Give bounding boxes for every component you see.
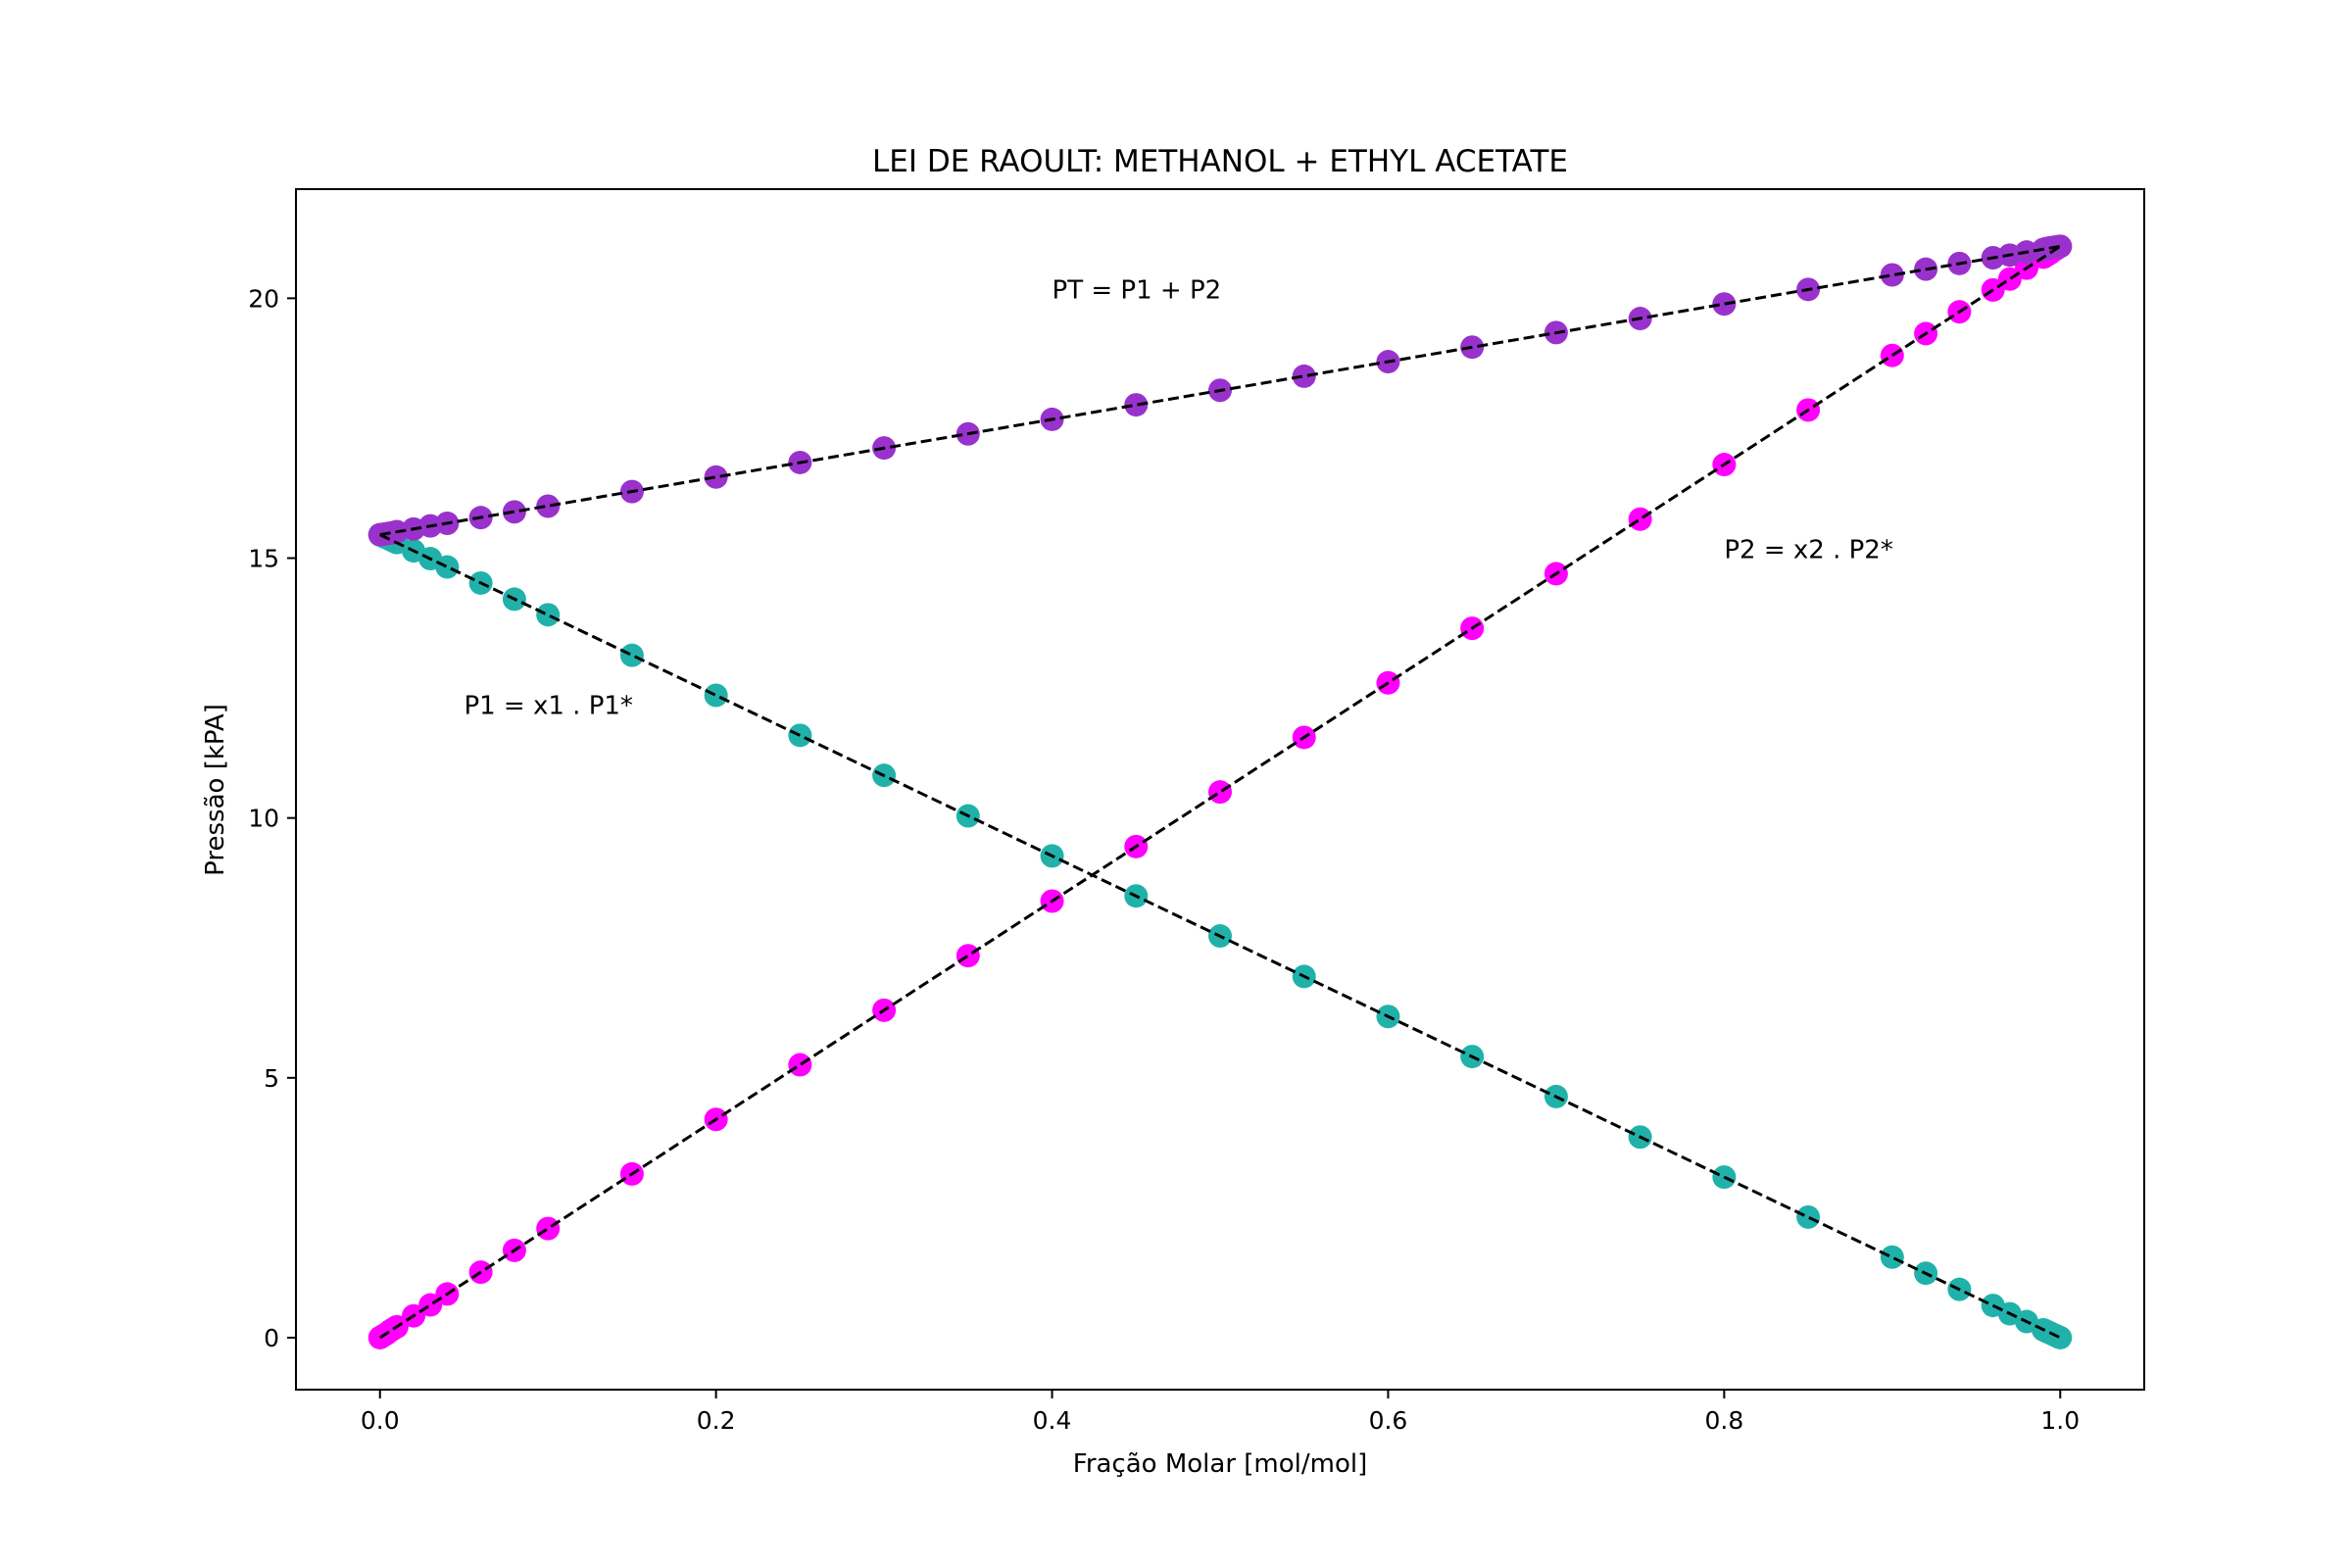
plot-area: PT = P1 + P2 P2 = x2 . P2* P1 = x1 . P1*: [295, 188, 2145, 1391]
x-tick-label: 0.8: [1704, 1406, 1743, 1435]
series-1-point: [1628, 507, 1652, 531]
series-2-point: [2048, 234, 2073, 259]
fit-lines: [378, 244, 2062, 1340]
series-0-point: [788, 723, 812, 748]
y-axis: 0 5 10 15 20: [248, 284, 296, 1352]
x-axis: 0.0 0.2 0.4 0.6 0.8 1.0: [361, 1390, 2080, 1435]
x-tick-label: 0.2: [697, 1406, 736, 1435]
series-1-point: [788, 1053, 812, 1077]
y-tick-label: 15: [248, 545, 279, 573]
series-1-fit-line: [378, 245, 2062, 1340]
series-0-point: [704, 683, 728, 708]
series-2-point: [704, 465, 728, 489]
series-2-point: [1292, 364, 1316, 388]
series-1-point: [418, 1293, 443, 1317]
chart-title: LEI DE RAOULT: METHANOL + ETHYL ACETATE: [872, 144, 1568, 179]
series-0-point: [435, 555, 460, 579]
series-0-point: [619, 643, 644, 667]
annotation-0: PT = P1 + P2: [1053, 275, 1222, 305]
x-tick-label: 1.0: [2040, 1406, 2080, 1435]
y-tick-label: 0: [264, 1324, 279, 1352]
axes-frame: [295, 188, 2145, 1391]
annotation-1: P2 = x2 . P2*: [1724, 536, 1892, 565]
x-tick-label: 0.4: [1033, 1406, 1072, 1435]
series-1-point: [1208, 780, 1232, 805]
series-1-point: [956, 944, 980, 968]
series-2-point: [1124, 393, 1149, 417]
y-tick-label: 5: [264, 1064, 279, 1093]
x-axis-label: Fração Molar [mol/mol]: [1073, 1449, 1368, 1479]
x-tick-label: 0.6: [1369, 1406, 1408, 1435]
series-1-point: [536, 1216, 561, 1241]
series-0-point: [536, 603, 561, 627]
y-tick-label: 10: [248, 805, 279, 833]
y-tick-label: 20: [248, 284, 279, 313]
series-0-point: [1880, 1245, 1904, 1269]
series-0-point: [2048, 1325, 2073, 1349]
series-0-fit-line: [379, 533, 2061, 1340]
series-0-point: [1796, 1204, 1821, 1229]
annotations: PT = P1 + P2 P2 = x2 . P2* P1 = x1 . P1*: [464, 275, 1892, 720]
series-2-point: [1880, 263, 1904, 287]
series-1-point: [1997, 267, 2022, 291]
series-2-point: [502, 500, 526, 524]
series-2-point: [1712, 292, 1737, 317]
series-2-fit-line: [379, 244, 2061, 537]
annotation-2: P1 = x1 . P1*: [464, 692, 632, 721]
x-tick-label: 0.0: [361, 1406, 400, 1435]
series-2-point: [536, 494, 561, 518]
y-axis-label: Pressão [kPA]: [201, 704, 230, 876]
